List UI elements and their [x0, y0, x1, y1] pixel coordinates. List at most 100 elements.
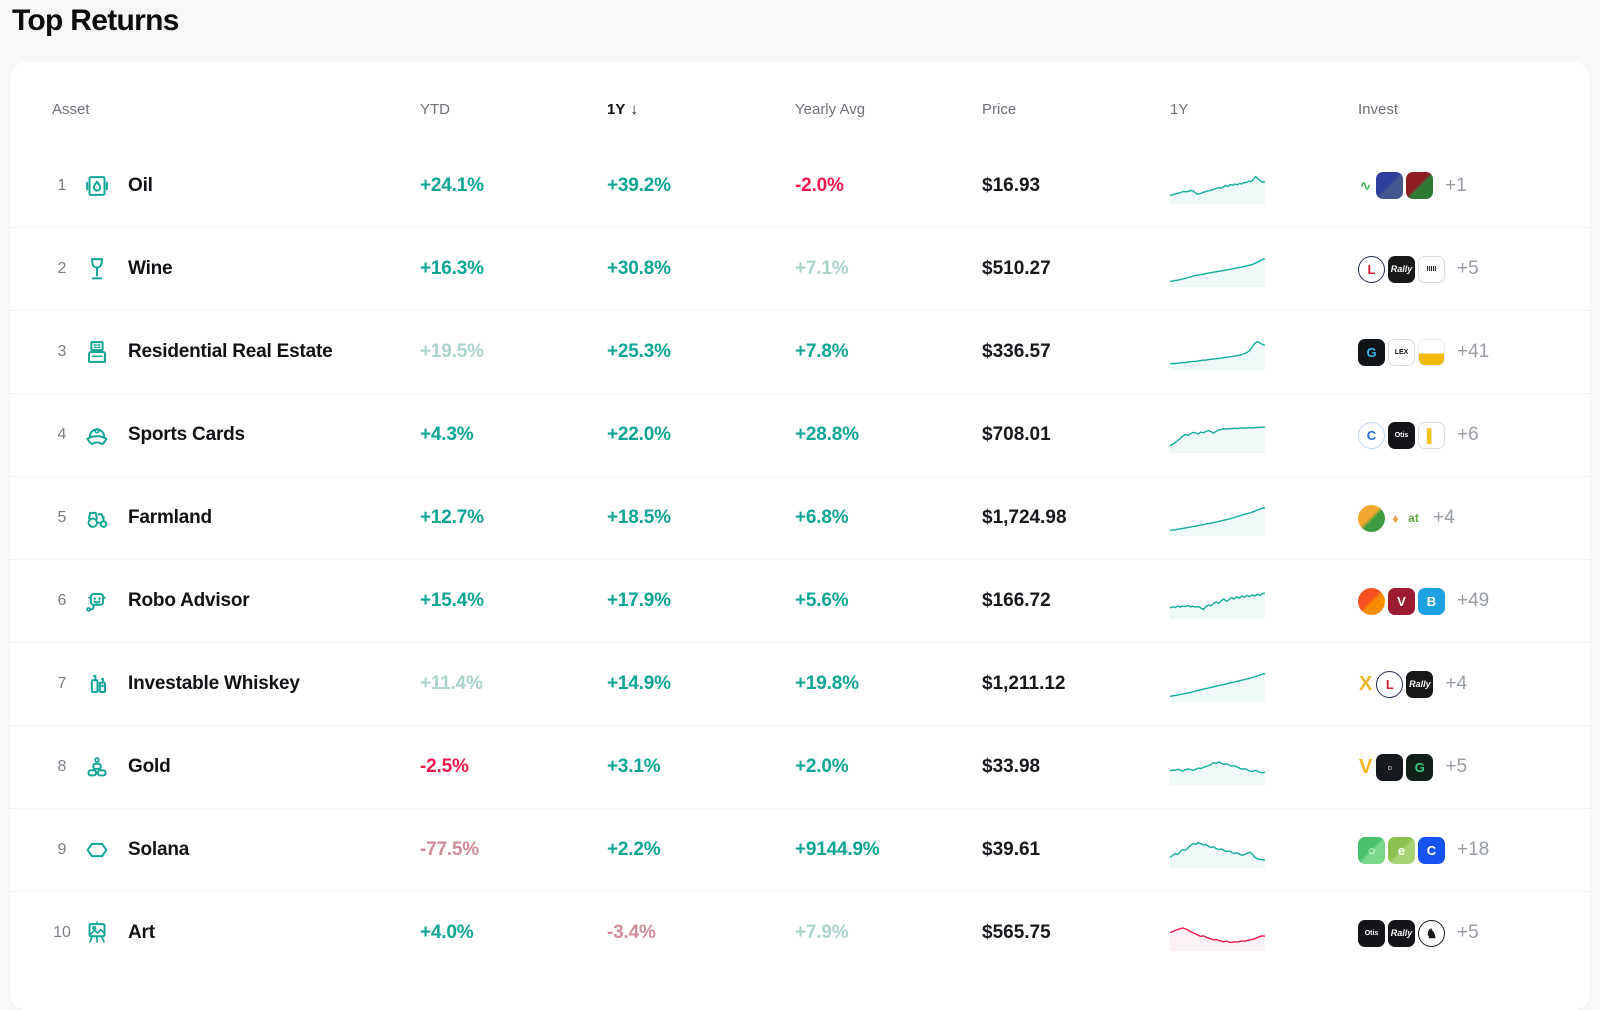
rank-number: 6 — [57, 592, 67, 609]
table-row[interactable]: 5 Farmland +12.7% +18.5% +6.8% $1,724.98 ♦ at +4 — [10, 476, 1590, 559]
invest-cell: ♦ at +4 — [1358, 504, 1558, 532]
invest-cell: V B +49 — [1358, 587, 1558, 615]
betterment-icon[interactable]: B — [1418, 587, 1445, 615]
vint-icon[interactable]: IIIII — [1418, 255, 1445, 283]
invest-cell: Otis Rally ♞ +5 — [1358, 919, 1558, 947]
yearly-avg-value: +5.6% — [795, 590, 849, 611]
vinovest-icon[interactable]: L — [1358, 255, 1385, 283]
price-value: $166.72 — [982, 590, 1051, 611]
realtymogul-icon[interactable] — [1418, 338, 1445, 366]
invest-more-count: +18 — [1457, 839, 1490, 860]
vinovest-icon[interactable]: L — [1376, 670, 1404, 698]
asset-name[interactable]: Sports Cards — [128, 424, 245, 445]
price-value: $39.61 — [982, 839, 1041, 860]
uphold-icon[interactable]: ○ — [1358, 836, 1385, 864]
otis-icon[interactable]: Otis — [1358, 919, 1385, 947]
app-icon-red-green[interactable] — [1406, 172, 1433, 199]
glint-icon[interactable]: G — [1406, 753, 1434, 781]
asset-name[interactable]: Investable Whiskey — [128, 673, 300, 694]
sparkline-chart — [1169, 417, 1358, 453]
price-value: $33.98 — [982, 756, 1041, 777]
orange-circle-icon[interactable] — [1358, 587, 1385, 615]
invest-cell: G LEX +41 — [1358, 338, 1558, 366]
table-row[interactable]: 8 Gold -2.5% +3.1% +2.0% $33.98 V ▫ G +5 — [10, 725, 1590, 808]
stag-icon[interactable]: ♞ — [1418, 919, 1445, 947]
vaulted-icon[interactable]: V — [1359, 756, 1373, 778]
invest-more-count: +4 — [1433, 507, 1455, 528]
otis-icon[interactable]: Otis — [1388, 421, 1415, 449]
sparkline-chart — [1169, 334, 1358, 370]
table-row[interactable]: 4 Sports Cards +4.3% +22.0% +28.8% $708.01 C Ot… — [10, 393, 1590, 476]
rank-number: 7 — [57, 675, 67, 692]
price-value: $708.01 — [982, 424, 1051, 445]
etoro-icon[interactable]: e — [1388, 836, 1415, 864]
asset-name[interactable]: Wine — [128, 258, 173, 279]
lex-icon[interactable]: LEX — [1388, 338, 1415, 366]
asset-name[interactable]: Art — [128, 922, 155, 943]
rally-icon[interactable]: Rally — [1406, 670, 1434, 698]
tractor-icon — [82, 503, 112, 533]
ytd-value: +19.5% — [420, 341, 484, 362]
invest-more-count: +49 — [1457, 590, 1490, 611]
col-header-asset[interactable]: Asset — [52, 100, 90, 118]
v-wine-icon[interactable]: V — [1388, 587, 1415, 615]
ytd-value: -77.5% — [420, 839, 480, 860]
collectable-icon[interactable]: C — [1358, 421, 1385, 449]
sparkline-chart — [1169, 915, 1358, 951]
sparkline-logo[interactable]: ∿ — [1360, 178, 1371, 193]
top-returns-card: Asset YTD 1Y ↓ Yearly Avg Price 1Y Invest… — [10, 62, 1590, 1010]
farmtogether-icon[interactable] — [1358, 504, 1385, 532]
rank-number: 1 — [57, 176, 67, 194]
ytd-value: +4.3% — [420, 424, 474, 445]
col-header-1y[interactable]: 1Y ↓ — [607, 101, 795, 118]
sparkline-chart — [1169, 749, 1358, 785]
one-year-value: -3.4% — [607, 922, 656, 943]
rank-number: 9 — [57, 841, 67, 858]
coinbase-icon[interactable]: C — [1418, 836, 1445, 864]
rally-icon[interactable]: Rally — [1388, 255, 1415, 283]
caskx-icon[interactable]: X — [1359, 673, 1373, 695]
one-year-value: +18.5% — [607, 507, 671, 528]
whiskey-icon — [82, 669, 112, 699]
one-year-value: +30.8% — [607, 258, 671, 279]
acretrader-icon[interactable]: at — [1408, 511, 1419, 525]
col-header-chart: 1Y — [1170, 100, 1189, 118]
asset-name[interactable]: Farmland — [128, 507, 212, 528]
groundfloor-icon[interactable]: G — [1358, 338, 1385, 366]
pwcc-icon[interactable]: ▌ — [1418, 421, 1445, 449]
asset-name[interactable]: Robo Advisor — [128, 590, 250, 611]
table-row[interactable]: 9 Solana -77.5% +2.2% +9144.9% $39.61 ○ e C +18 — [10, 808, 1590, 891]
harvest-icon[interactable]: ♦ — [1392, 510, 1399, 526]
ytd-value: +15.4% — [420, 590, 484, 611]
table-row[interactable]: 7 Investable Whiskey +11.4% +14.9% +19.8% $1,… — [10, 642, 1590, 725]
yearly-avg-value: +2.0% — [795, 756, 849, 777]
rally-icon[interactable]: Rally — [1388, 919, 1415, 947]
invest-cell: L Rally IIIII +5 — [1358, 255, 1558, 283]
rank-number: 5 — [57, 509, 67, 526]
table-row[interactable]: 1 Oil +24.1% +39.2% -2.0% $16.93 ∿ +1 — [10, 144, 1590, 227]
app-icon-blue[interactable] — [1376, 172, 1403, 199]
sparkline-chart — [1169, 583, 1358, 619]
table-row[interactable]: 2 Wine +16.3% +30.8% +7.1% $510.27 L Rally IIIII… — [10, 227, 1590, 310]
one-year-value: +17.9% — [607, 590, 671, 611]
asset-name[interactable]: Residential Real Estate — [128, 341, 333, 362]
invest-more-count: +5 — [1457, 258, 1479, 279]
table-row[interactable]: 3 Residential Real Estate +19.5% +25.3% +7.8… — [10, 310, 1590, 393]
table-row[interactable]: 6 Robo Advisor +15.4% +17.9% +5.6% $166.72 V B +… — [10, 559, 1590, 642]
rank-number: 8 — [57, 758, 67, 775]
price-value: $565.75 — [982, 922, 1051, 943]
col-header-ytd[interactable]: YTD — [420, 100, 450, 118]
yearly-avg-value: +19.8% — [795, 673, 859, 694]
onegold-icon[interactable]: ▫ — [1376, 753, 1404, 781]
col-header-yearly-avg[interactable]: Yearly Avg — [795, 100, 866, 118]
yearly-avg-value: +7.9% — [795, 922, 849, 943]
asset-name[interactable]: Oil — [128, 174, 153, 196]
col-header-price[interactable]: Price — [982, 100, 1017, 118]
asset-name[interactable]: Gold — [128, 756, 171, 777]
col-header-invest: Invest — [1358, 100, 1399, 118]
art-icon — [82, 918, 112, 948]
table-row[interactable]: 10 Art +4.0% -3.4% +7.9% $565.75 Otis Rally ♞ +5 — [10, 891, 1590, 974]
asset-name[interactable]: Solana — [128, 839, 190, 860]
col-header-1y-label: 1Y — [607, 100, 626, 118]
invest-more-count: +41 — [1457, 341, 1490, 362]
